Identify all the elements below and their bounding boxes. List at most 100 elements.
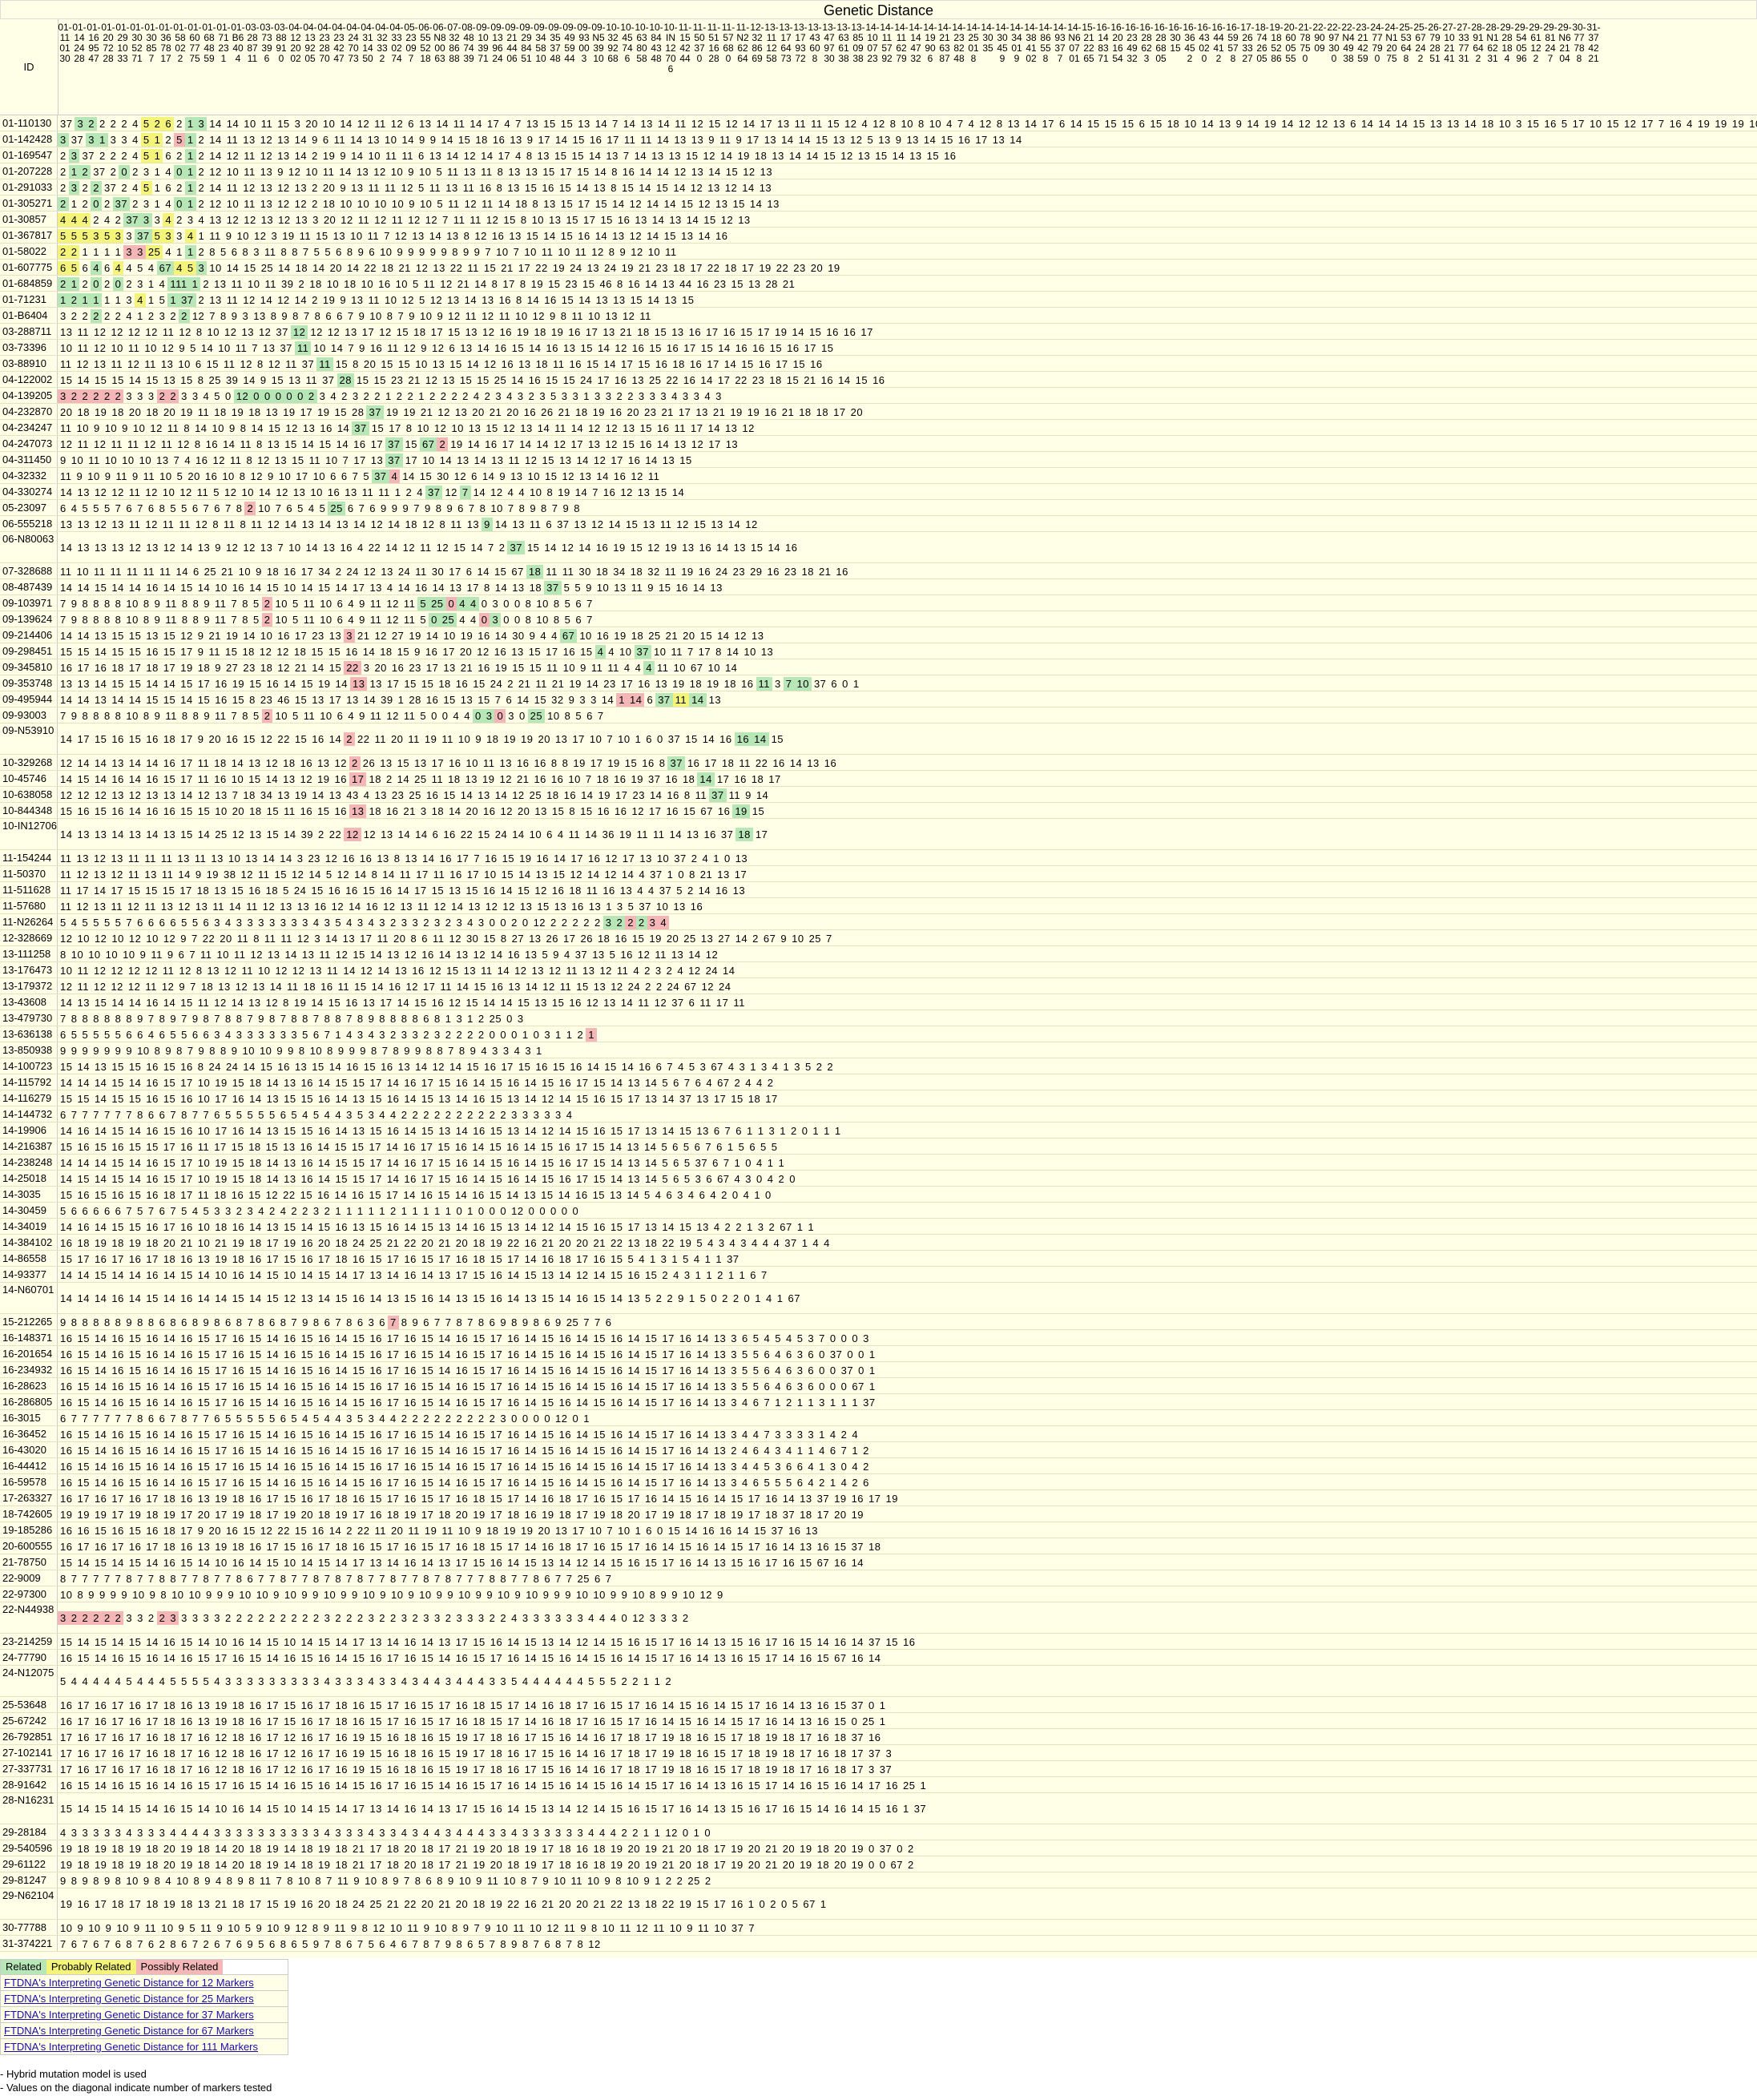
distance-cell: 25 [494,374,507,387]
distance-cell: 2 [385,773,393,786]
distance-cell: 14 [397,582,411,595]
distance-cell: 18 [318,1509,331,1522]
distance-cell: 14 [262,852,276,865]
table-row: 14-30459 5 6 6 6 6 6 7 5 7 6 7 5 4 5 3 3 2 3 4 2 4 2 2 3 2 1 1 1 1 1 2 1… [0,1203,1757,1219]
distance-cell: 3 [502,1045,510,1058]
table-row: 10-IN12706 14 13 13 14 13 14 13 15 14 25 12 13 15 14 39… [0,819,1757,850]
distance-cell: 8 [82,710,89,723]
distance-cell: 16 [180,1699,193,1712]
distance-cell: 13 [280,901,292,913]
distance-cell: 15 [731,1557,744,1570]
distance-cell: 7 [705,1141,712,1154]
distance-cell: 2 [655,981,663,994]
distance-cell: 1 [189,277,201,291]
distance-cell: 14 [111,1557,124,1570]
distance-cell: 12 [674,166,687,179]
distance-cell: 14 [634,150,647,163]
distance-cell: 23 [308,852,320,865]
distance-cell: 4 [639,1253,645,1266]
distance-cell: 15 [685,733,698,746]
distance-cell: 12 [180,630,193,643]
distance-cell: 12 [233,389,252,403]
distance-cell: 10 [618,1525,631,1538]
distance-cell: 18 [558,1253,572,1266]
distance-cell: 13 [767,198,780,211]
distance-cell: 15 [94,1269,107,1282]
distance-cell: 17 [757,326,771,339]
distance-cell: 10 [419,198,433,211]
row-values: 16 15 14 16 15 16 14 16 15 17 16 15 14 16 15 16 14 15 16 17… [58,1474,1757,1489]
distance-cell: 2 [500,1612,507,1625]
distance-cell: 16 [851,1493,864,1505]
distance-cell: 7 [468,502,475,515]
distance-cell: 3 [271,230,278,243]
distance-cell: 6 [82,262,89,275]
distance-cell: 17 [662,1636,675,1649]
distance-matrix: 01-110130 37 3 2 2 2 2 4 5 2 6 2 1 3 14 14 10 11 15 3 20 10 14… [0,115,1757,1958]
distance-cell: 18 [486,733,499,746]
distance-cell: 16 [334,773,347,786]
distance-cell: 14 [782,1699,796,1712]
distance-cell: 14 [94,1332,107,1345]
distance-cell: 13 [805,1525,818,1538]
distance-cell: 6 [103,262,111,275]
distance-cell: 17 [146,1253,159,1266]
distance-cell: 6 [147,917,155,929]
distance-cell: 15 [465,997,479,1010]
distance-cell: 16 [472,1189,485,1202]
distance-cell: 11 [590,662,603,675]
distance-cell: 11 [280,933,292,945]
distance-cell: 16 [679,1445,692,1457]
distance-cell: 37 [816,1493,830,1505]
distance-cell: 16 [478,630,490,643]
distance-cell: 19 [737,150,750,163]
distance-cell: 15 [593,1332,606,1345]
distance-cell: 13 [623,422,635,435]
distance-cell: 16 [421,1747,434,1760]
distance-cell: 9 [203,1316,210,1329]
distance-cell: 17 [386,1364,400,1377]
distance-cell: 13 [738,214,751,227]
distance-cell: 15 [180,678,193,691]
distance-cell: 37 [425,486,443,499]
distance-cell: 2 [840,1429,848,1441]
distance-cell: 2 [344,732,355,747]
distance-cell: 12 [161,981,175,994]
column-header: 04-247073 [346,22,361,64]
distance-cell: 3 [683,1269,691,1282]
distance-cell: 14 [669,828,682,841]
distance-cell: 13 [362,997,376,1010]
distance-cell: 3 [561,390,568,403]
distance-cell: 16 [507,1731,520,1744]
distance-cell: 5 [68,229,80,243]
distance-cell: 15 [683,805,696,818]
distance-cell: 15 [792,358,806,371]
distance-cell: 20 [627,406,639,419]
distance-cell: 24 [225,1061,239,1074]
distance-cell: 2 [167,389,179,403]
distance-cell: 30 [431,566,445,578]
distance-cell: 15 [421,1429,434,1441]
distance-cell: 9 [895,134,902,147]
distance-cell: 14 [128,773,142,786]
distance-cell: 16 [232,582,245,595]
distance-cell: 4 [103,1675,111,1688]
distance-cell: 7 [291,1316,298,1329]
distance-cell: 7 [456,1573,463,1586]
distance-cell: 16 [696,1493,709,1505]
distance-cell: 14 [644,1157,658,1170]
distance-cell: 11 [260,118,273,131]
distance-cell: 16 [655,358,668,371]
column-header: 18-742605 [1255,22,1269,64]
distance-cell: 7 [191,1109,199,1122]
distance-cell: 14 [792,326,804,339]
distance-cell: 14 [662,1125,675,1138]
distance-cell: 14 [449,1061,462,1074]
distance-cell: 4 [335,1109,342,1122]
distance-cell: 12 [60,789,73,802]
distance-cell: 15 [352,1477,365,1489]
distance-cell: 14 [438,1445,451,1457]
distance-cell: 14 [477,566,490,578]
distance-cell: 16 [490,1269,503,1282]
distance-cell: 18 [769,374,782,387]
